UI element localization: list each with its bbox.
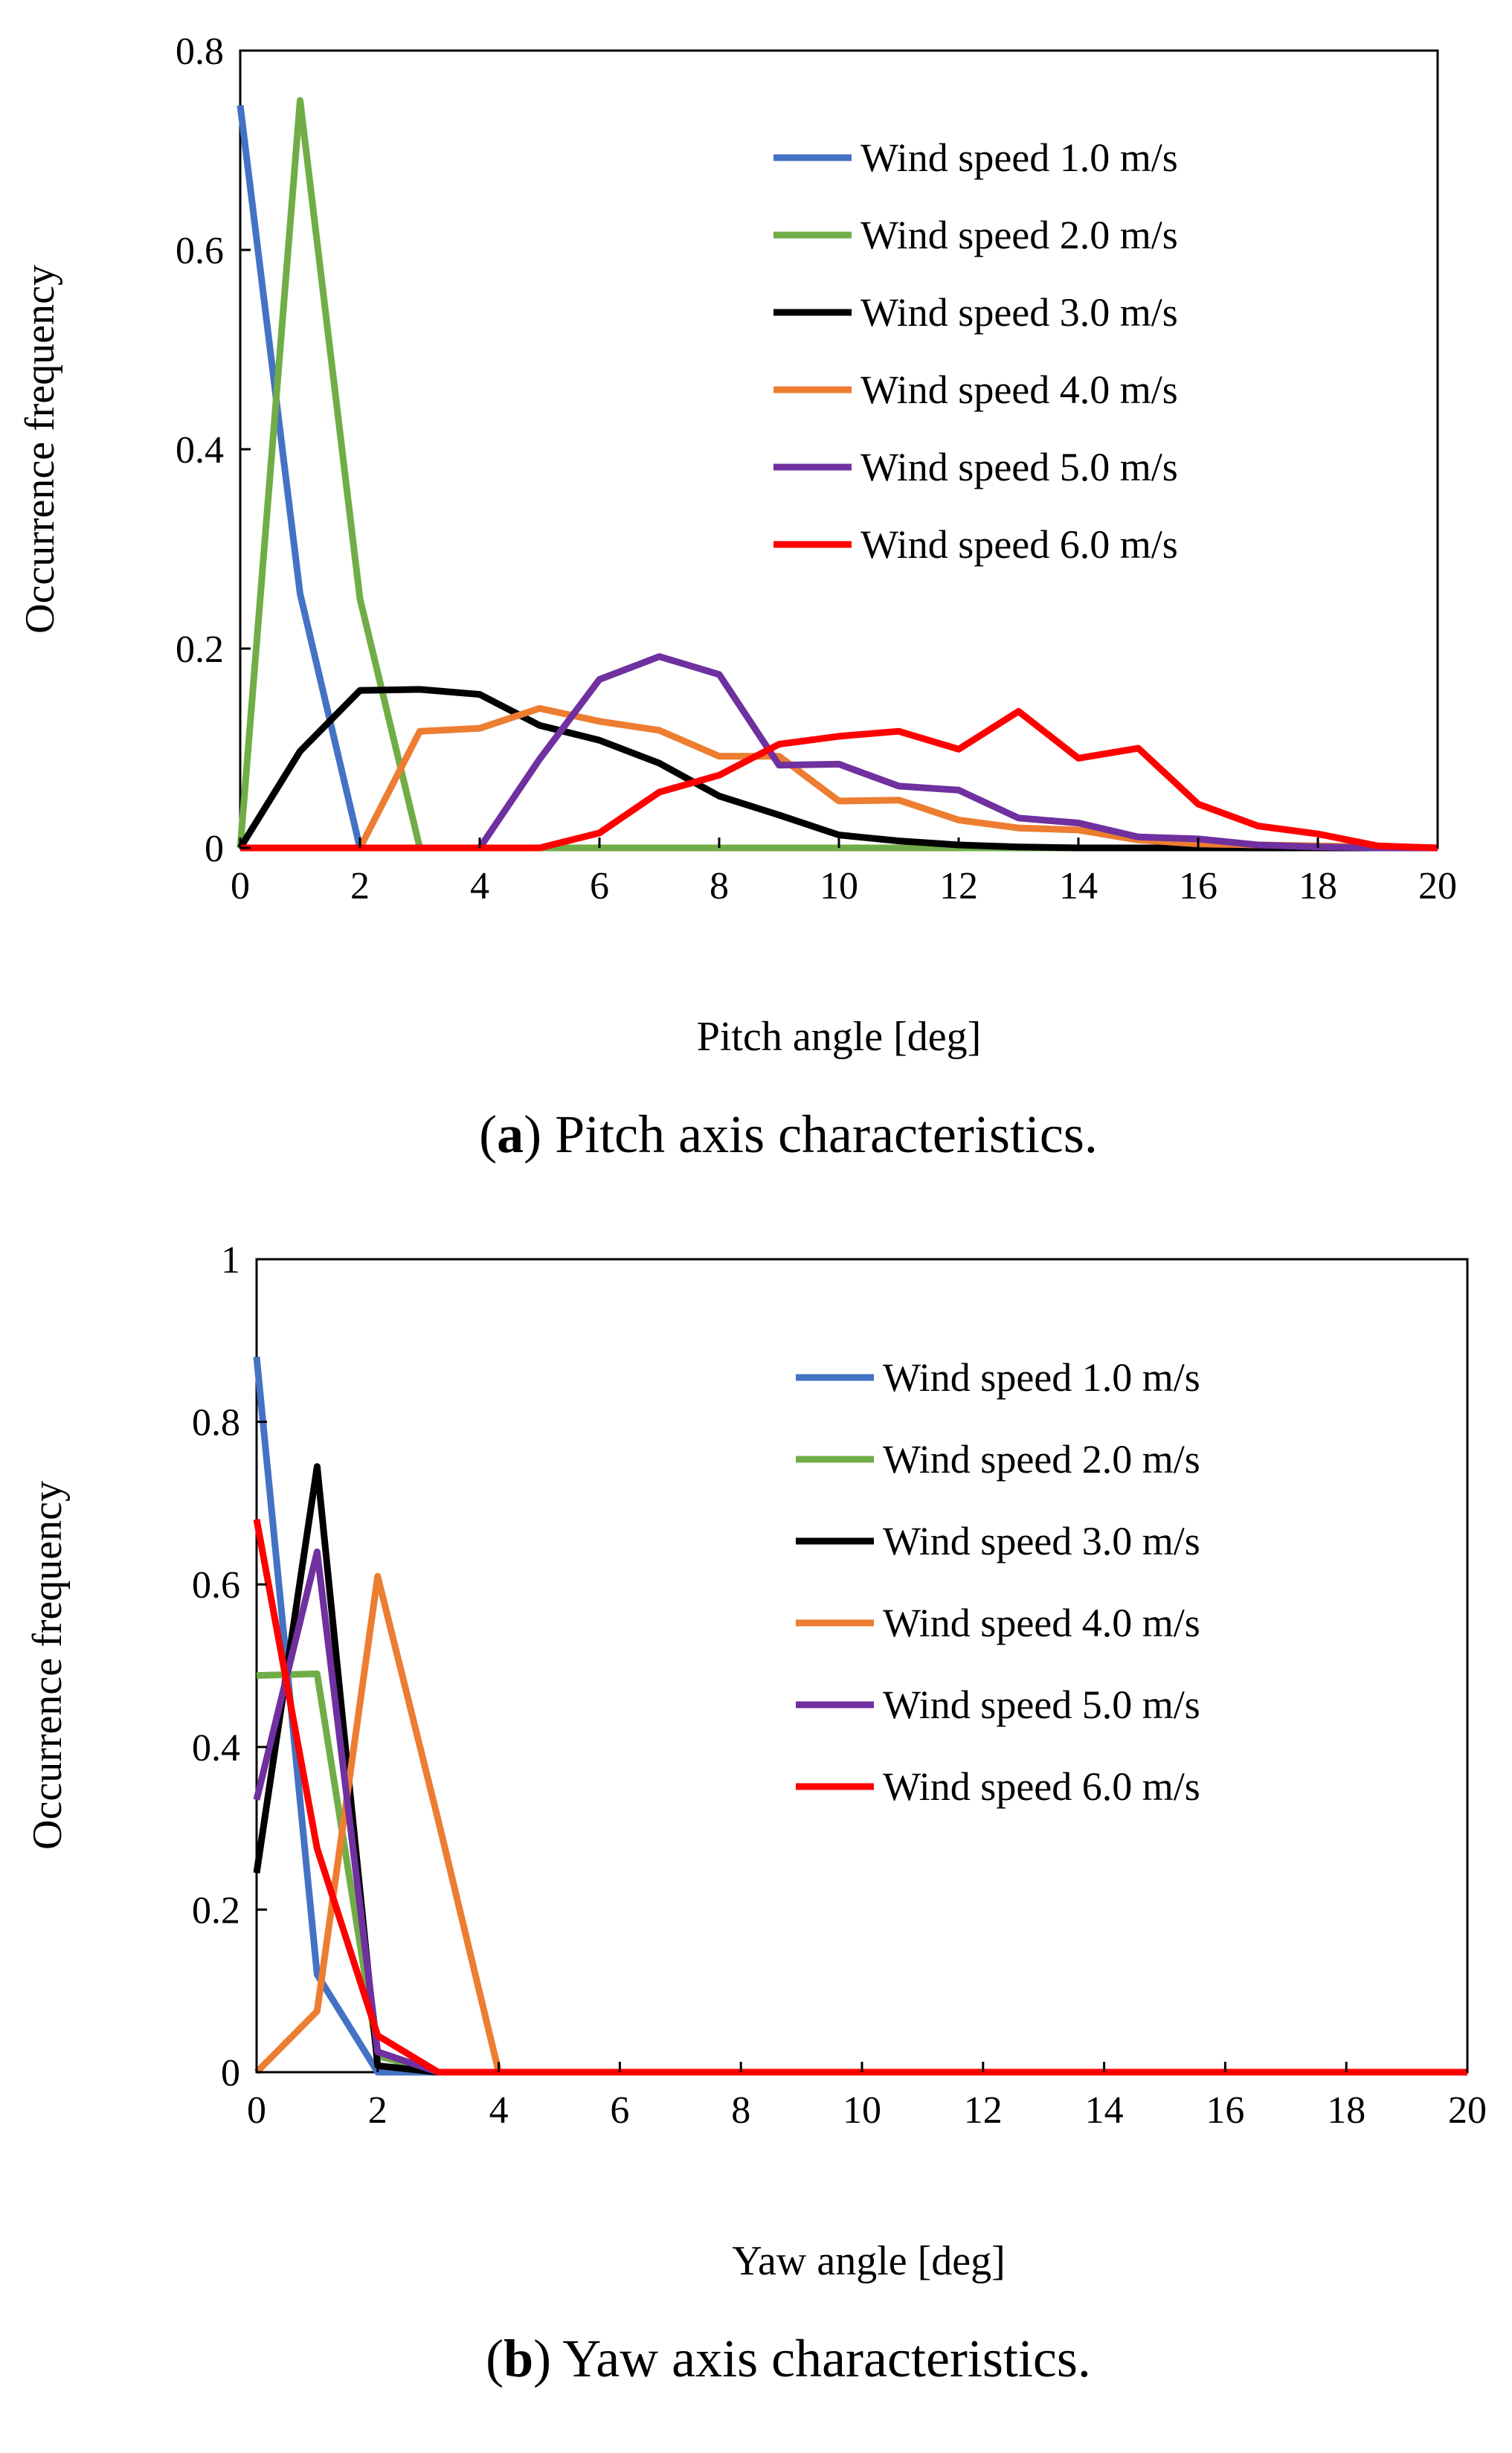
y-tick-label: 0.2 bbox=[192, 1889, 240, 1932]
y-tick-label: 0.2 bbox=[176, 628, 224, 671]
legend-label: Wind speed 1.0 m/s bbox=[883, 1355, 1200, 1400]
legend-item: Wind speed 1.0 m/s bbox=[773, 135, 1178, 180]
panel-caption-b: (b) Yaw axis characteristics. bbox=[486, 2329, 1091, 2388]
y-axis-title: Occurrence frequency bbox=[25, 1481, 71, 1850]
x-tick-label: 14 bbox=[1085, 2089, 1124, 2132]
legend-item: Wind speed 3.0 m/s bbox=[773, 290, 1178, 335]
x-tick-label: 2 bbox=[368, 2089, 387, 2132]
legend-item: Wind speed 4.0 m/s bbox=[773, 367, 1178, 412]
x-tick-label: 6 bbox=[610, 2089, 629, 2132]
x-axis-title: Yaw angle [deg] bbox=[732, 2238, 1006, 2284]
x-tick-label: 4 bbox=[470, 865, 489, 907]
x-tick-label: 18 bbox=[1299, 865, 1337, 907]
legend-label: Wind speed 6.0 m/s bbox=[883, 1764, 1200, 1809]
caption-text-a: Pitch axis characteristics. bbox=[555, 1105, 1098, 1164]
y-axis-title: Occurrence frequency bbox=[17, 265, 63, 634]
legend-item: Wind speed 1.0 m/s bbox=[796, 1355, 1200, 1400]
series-line-6 bbox=[240, 707, 1438, 852]
x-tick-label: 20 bbox=[1448, 2089, 1487, 2132]
x-tick-label: 12 bbox=[939, 865, 978, 907]
legend-item: Wind speed 5.0 m/s bbox=[773, 445, 1178, 489]
legend-item: Wind speed 6.0 m/s bbox=[773, 522, 1178, 567]
y-tick-label: 0.8 bbox=[176, 30, 224, 73]
x-tick-label: 20 bbox=[1418, 865, 1457, 907]
x-tick-label: 0 bbox=[231, 865, 250, 907]
series-line-6 bbox=[253, 1518, 1467, 2076]
chart-panel-b: 0 2 4 6 8 10 12 14 16 18 20 0 0.2 0.4 0.6 0.8 1 Occurren… bbox=[25, 1239, 1487, 2388]
x-tick-label: 14 bbox=[1059, 865, 1098, 907]
plot-area-frame bbox=[255, 1258, 1469, 2074]
legend-item: Wind speed 4.0 m/s bbox=[796, 1601, 1200, 1645]
x-tick-label: 18 bbox=[1327, 2089, 1365, 2132]
x-tick-label: 8 bbox=[710, 865, 729, 907]
legend-item: Wind speed 5.0 m/s bbox=[796, 1682, 1200, 1727]
y-tick-label: 0.6 bbox=[192, 1564, 240, 1607]
panel-letter-a: a bbox=[497, 1105, 524, 1164]
legend-label: Wind speed 5.0 m/s bbox=[883, 1682, 1200, 1727]
series-line-4 bbox=[254, 1572, 1467, 2076]
x-tick-label: 10 bbox=[820, 865, 858, 907]
legend-label: Wind speed 2.0 m/s bbox=[883, 1437, 1200, 1482]
legend-label: Wind speed 5.0 m/s bbox=[860, 445, 1178, 489]
legend-label: Wind speed 6.0 m/s bbox=[860, 522, 1178, 567]
legend-label: Wind speed 3.0 m/s bbox=[883, 1519, 1200, 1563]
series-line-5 bbox=[240, 653, 1438, 852]
legend-label: Wind speed 2.0 m/s bbox=[860, 213, 1178, 257]
y-tick-label: 0 bbox=[205, 828, 224, 870]
x-tick-label: 16 bbox=[1206, 2089, 1244, 2132]
x-tick-label: 12 bbox=[964, 2089, 1003, 2132]
y-tick-label: 1 bbox=[221, 1239, 240, 1282]
series-layer bbox=[253, 1356, 1467, 2076]
chart-panel-a: 0 2 4 6 8 10 12 14 16 18 20 0 0.2 0.4 0.6 0.8 Occurrenc… bbox=[17, 30, 1457, 1164]
x-tick-label: 6 bbox=[590, 865, 609, 907]
series-line-3 bbox=[253, 1463, 1467, 2076]
caption-text-b: Yaw axis characteristics. bbox=[562, 2329, 1090, 2388]
x-tick-label: 16 bbox=[1179, 865, 1217, 907]
legend-label: Wind speed 4.0 m/s bbox=[883, 1601, 1200, 1645]
x-tick-label: 2 bbox=[350, 865, 370, 907]
axes: 0 2 4 6 8 10 12 14 16 18 20 0 0.2 0.4 0.6 0.8 1 bbox=[192, 1239, 1487, 2132]
series-line-1 bbox=[253, 1356, 1467, 2076]
y-tick-label: 0 bbox=[221, 2052, 240, 2094]
panel-caption-a: (a) Pitch axis characteristics. bbox=[479, 1105, 1098, 1164]
panel-letter-b: b bbox=[504, 2329, 533, 2388]
legend-label: Wind speed 4.0 m/s bbox=[860, 367, 1178, 412]
x-tick-label: 10 bbox=[843, 2089, 881, 2132]
legend-label: Wind speed 1.0 m/s bbox=[860, 135, 1178, 180]
series-line-2 bbox=[256, 1670, 1467, 2076]
axes: 0 2 4 6 8 10 12 14 16 18 20 0 0.2 0.4 0.6 0.8 bbox=[176, 30, 1457, 907]
x-tick-label: 8 bbox=[731, 2089, 750, 2132]
y-tick-label: 0.8 bbox=[192, 1402, 240, 1444]
legend: Wind speed 1.0 m/s Wind speed 2.0 m/s Wind… bbox=[773, 135, 1178, 567]
x-tick-label: 4 bbox=[489, 2089, 509, 2132]
x-tick-label: 0 bbox=[247, 2089, 266, 2132]
legend-item: Wind speed 2.0 m/s bbox=[773, 213, 1178, 257]
x-axis-title: Pitch angle [deg] bbox=[697, 1014, 982, 1060]
y-tick-label: 0.4 bbox=[192, 1727, 240, 1769]
series-layer bbox=[237, 97, 1438, 852]
legend-item: Wind speed 2.0 m/s bbox=[796, 1437, 1200, 1482]
legend: Wind speed 1.0 m/s Wind speed 2.0 m/s Wind… bbox=[796, 1355, 1200, 1809]
legend-label: Wind speed 3.0 m/s bbox=[860, 290, 1178, 335]
y-tick-label: 0.4 bbox=[176, 429, 224, 472]
y-tick-label: 0.6 bbox=[176, 230, 224, 272]
legend-item: Wind speed 3.0 m/s bbox=[796, 1519, 1200, 1563]
legend-item: Wind speed 6.0 m/s bbox=[796, 1764, 1200, 1809]
